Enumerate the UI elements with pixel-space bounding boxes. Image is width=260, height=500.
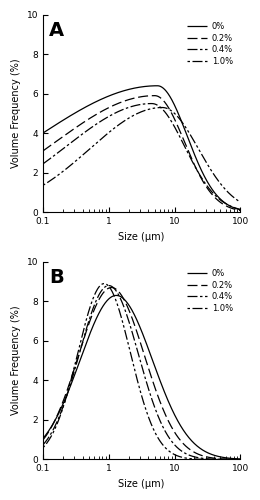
X-axis label: Size (μm): Size (μm) bbox=[119, 479, 165, 489]
Text: A: A bbox=[49, 20, 64, 40]
Y-axis label: Volume Frequency (%): Volume Frequency (%) bbox=[11, 306, 21, 416]
X-axis label: Size (μm): Size (μm) bbox=[119, 232, 165, 241]
Legend: 0%, 0.2%, 0.4%, 1.0%: 0%, 0.2%, 0.4%, 1.0% bbox=[183, 266, 236, 316]
Legend: 0%, 0.2%, 0.4%, 1.0%: 0%, 0.2%, 0.4%, 1.0% bbox=[183, 19, 236, 69]
Text: B: B bbox=[49, 268, 64, 287]
Y-axis label: Volume Frequency (%): Volume Frequency (%) bbox=[11, 58, 21, 168]
